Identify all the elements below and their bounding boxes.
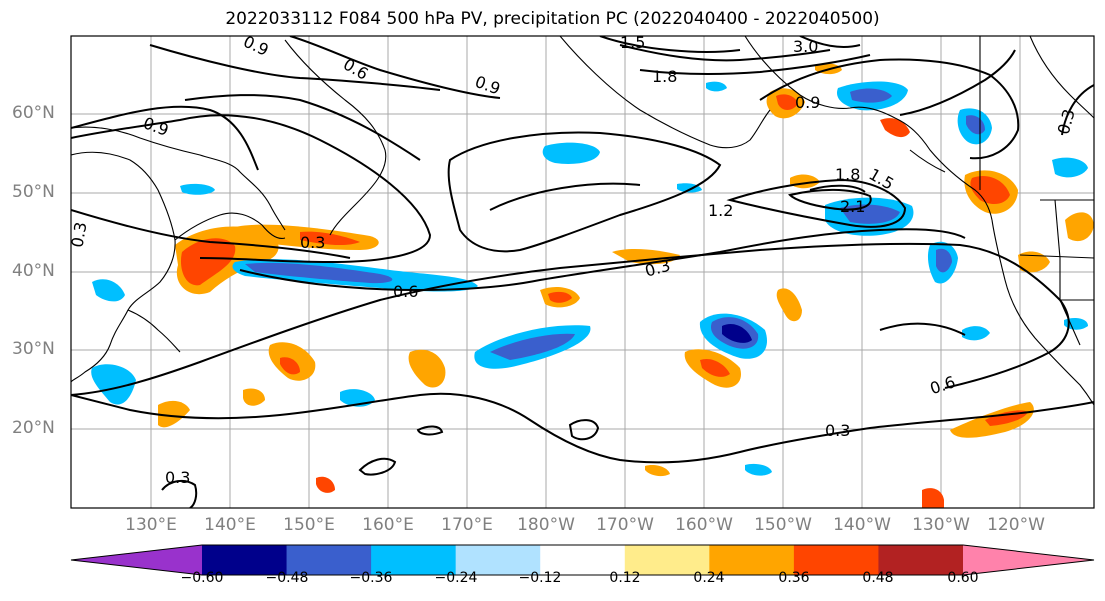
precip-blob xyxy=(180,183,215,195)
contour-label: 2.1 xyxy=(840,197,865,216)
precip-blob xyxy=(880,118,910,138)
lon-label: 160°W xyxy=(675,515,733,535)
precip-blob xyxy=(722,323,752,343)
colorbar-tick-label: 0.48 xyxy=(862,570,894,586)
pv-contours xyxy=(71,36,1094,508)
map-frame xyxy=(70,35,1095,509)
precip-blob xyxy=(280,357,300,375)
precip-blob xyxy=(1065,212,1094,242)
precip-shading xyxy=(91,63,1094,508)
colorbar-tick-label: 0.60 xyxy=(947,570,979,586)
precip-blob xyxy=(776,94,798,110)
precip-blob xyxy=(542,142,600,164)
precip-blob xyxy=(745,463,772,476)
precip-blob xyxy=(548,291,572,303)
precip-blob xyxy=(180,238,236,286)
colorbar-tick-label: 0.12 xyxy=(609,570,641,586)
lon-label: 140°E xyxy=(204,515,256,535)
contour-label: 1.2 xyxy=(708,201,733,220)
precip-blob xyxy=(936,248,952,273)
lon-label: 120°W xyxy=(987,515,1045,535)
precip-blob xyxy=(700,358,730,377)
precip-blob xyxy=(92,279,125,302)
lon-label: 160°E xyxy=(362,515,414,535)
precip-blob xyxy=(962,326,990,341)
lon-label: 180°W xyxy=(517,515,575,535)
contour-label: 3.0 xyxy=(793,37,818,56)
lon-label: 130°E xyxy=(125,515,177,535)
contour-label: 1.8 xyxy=(835,165,860,184)
precip-blob xyxy=(645,464,670,477)
precip-blob xyxy=(850,88,892,103)
precip-blob xyxy=(1018,251,1050,273)
contour-label: 0.3 xyxy=(165,468,190,487)
lon-label: 170°E xyxy=(441,515,493,535)
precip-blob xyxy=(408,349,446,388)
lon-label: 150°E xyxy=(283,515,335,535)
precip-blob xyxy=(1052,157,1088,178)
precip-blob xyxy=(243,388,265,406)
lat-label: 40°N xyxy=(12,261,55,281)
contour-label: 0.3 xyxy=(67,221,90,249)
precip-blob xyxy=(245,262,393,284)
precip-blob xyxy=(922,488,944,508)
lat-label: 30°N xyxy=(12,339,55,359)
precip-blob xyxy=(300,231,360,246)
lon-label: 150°W xyxy=(754,515,812,535)
contour-label: 0.6 xyxy=(393,282,418,301)
precip-blob xyxy=(91,364,136,405)
lat-label: 50°N xyxy=(12,182,55,202)
colorbar-tick-label: 0.36 xyxy=(778,570,810,586)
colorbar-tick-label: −0.60 xyxy=(180,570,224,586)
colorbar-tick-label: −0.24 xyxy=(434,570,478,586)
contour-label: 1.5 xyxy=(620,33,645,52)
precip-blob xyxy=(706,81,727,92)
precip-blob xyxy=(158,400,190,428)
precip-blob xyxy=(316,476,335,493)
colorbar-tick-label: 0.24 xyxy=(693,570,725,586)
colorbar-tick-label: −0.36 xyxy=(349,570,393,586)
coastlines xyxy=(71,36,1094,406)
contour-label: 0.9 xyxy=(795,93,820,112)
colorbar-tick-label: −0.48 xyxy=(265,570,309,586)
contour-label: 0.3 xyxy=(300,233,325,252)
precip-blob xyxy=(1064,318,1088,330)
precip-blob xyxy=(776,288,802,322)
precip-blob xyxy=(490,333,575,360)
lon-label: 130°W xyxy=(912,515,970,535)
lon-label: 170°W xyxy=(596,515,654,535)
contour-label: 0.3 xyxy=(825,421,850,440)
lat-label: 60°N xyxy=(12,103,55,123)
lon-label: 140°W xyxy=(833,515,891,535)
colorbar-tick-label: −0.12 xyxy=(518,570,562,586)
plot-title: 2022033112 F084 500 hPa PV, precipitatio… xyxy=(225,9,880,29)
lat-label: 20°N xyxy=(12,418,55,438)
contour-label: 1.8 xyxy=(652,67,677,86)
